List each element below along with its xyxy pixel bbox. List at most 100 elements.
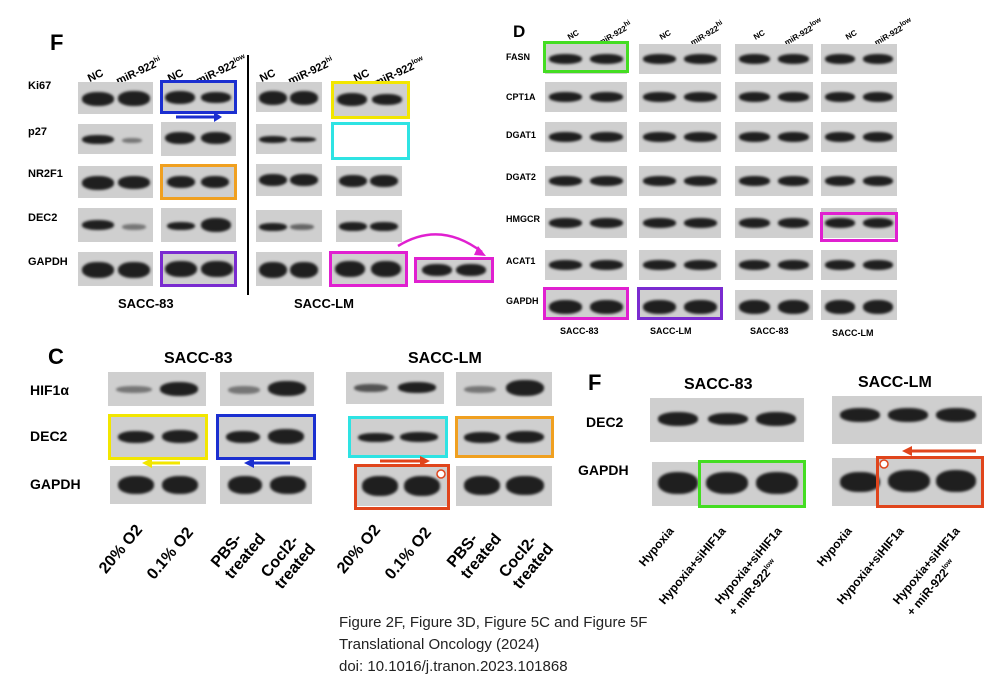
- c-blot-gapdh-3: [356, 466, 448, 506]
- d-band: [739, 176, 770, 186]
- blot-gapdh-lm: [256, 252, 322, 286]
- d-row-hmgcr: HMGCR: [506, 214, 540, 224]
- f2-highlight-green: [698, 460, 806, 508]
- c-blot-gapdh-2: [220, 466, 312, 504]
- d-band: [643, 260, 676, 270]
- c-cond-20o2-lm: 20% O2: [334, 521, 385, 577]
- d-band: [825, 218, 855, 228]
- f2-row-gapdh: GAPDH: [578, 462, 629, 478]
- highlight-box-magenta-copy: [414, 257, 494, 283]
- d-highlight-magenta: [543, 287, 629, 320]
- d-band: [739, 218, 770, 228]
- d-group-3: SACC-83: [750, 326, 789, 336]
- c-arrow-blue-head: [244, 458, 254, 468]
- c-cond-pbs-lm: PBS- treated: [444, 530, 506, 583]
- d-band: [590, 132, 623, 142]
- row-label-gapdh: GAPDH: [28, 256, 68, 268]
- d-highlight-purple: [637, 287, 723, 320]
- d-row-fasn: FASN: [506, 52, 531, 62]
- highlight-box-orange: [160, 164, 237, 200]
- f2-title-sacc83: SACC-83: [684, 376, 753, 393]
- d-band: [778, 300, 809, 314]
- f2-highlight-red: [876, 456, 984, 508]
- f2-cond-mir: Hypoxia+siHIF1a + miR-922low: [712, 524, 785, 619]
- d-band: [684, 300, 717, 314]
- d-row-dgat1: DGAT1: [506, 130, 536, 140]
- caption-line-1: Figure 2F, Figure 3D, Figure 5C and Figu…: [339, 614, 648, 631]
- blot-ki67-83: [78, 82, 153, 114]
- f2-cond-mir-lm: Hypoxia+siHIF1a + miR-922low: [890, 524, 963, 619]
- d-highlight-green: [543, 41, 629, 73]
- blot-p27-lm: [256, 124, 322, 154]
- c-blot-hif-1: [108, 372, 206, 406]
- d-band: [863, 54, 893, 64]
- d-band: [684, 92, 717, 102]
- row-label-nr2f1: NR2F1: [28, 168, 63, 180]
- c-circle-marker: [436, 469, 446, 479]
- d-band: [863, 176, 893, 186]
- f2-blot-dec2-83: [650, 398, 804, 442]
- panel-letter-d: D: [513, 22, 526, 41]
- d-band: [643, 300, 676, 314]
- arrow-overlay-f: [176, 112, 486, 256]
- c-row-hif1a: HIF1α: [30, 382, 69, 398]
- d-band: [778, 176, 809, 186]
- d-band: [778, 54, 809, 64]
- d-band: [590, 92, 623, 102]
- c-blot-dec2-3: [350, 418, 446, 456]
- blot-dec2-83b: [161, 208, 236, 242]
- d-band: [590, 54, 623, 64]
- c-highlight-red: [354, 464, 450, 510]
- panel-letter-c: C: [48, 344, 64, 369]
- blot-gapdh-copy: [416, 259, 492, 281]
- row-label-dec2: DEC2: [28, 212, 58, 224]
- arrow-magenta-head: [474, 246, 486, 256]
- c-arrow-overlay: [142, 456, 446, 479]
- d-band: [739, 260, 770, 270]
- d-band: [590, 176, 623, 186]
- d-band: [778, 92, 809, 102]
- d-band: [549, 218, 582, 228]
- d-group-2: SACC-LM: [650, 326, 692, 336]
- arrow-blue-head: [214, 112, 222, 122]
- d-blot: [639, 166, 721, 196]
- d-blot: [639, 122, 721, 152]
- f2-arrow-overlay: [879, 446, 976, 469]
- blot-ki67-lm: [256, 82, 322, 112]
- blot-p27-83b: [161, 122, 236, 156]
- d-band: [825, 300, 855, 314]
- d-band: [825, 132, 855, 142]
- blot-dec2-lmb: [336, 210, 402, 242]
- f2-arrow-red-head: [902, 446, 912, 456]
- blot-dec2-lm: [256, 210, 322, 242]
- c-highlight-cyan: [348, 416, 448, 458]
- d-band: [549, 132, 582, 142]
- d-blot: [545, 250, 627, 280]
- d-blot: [821, 166, 897, 196]
- blot-nr2f1-83: [78, 166, 153, 198]
- d-band: [778, 132, 809, 142]
- c-highlight-blue: [216, 414, 316, 460]
- c-arrow-yellow-head: [142, 458, 152, 468]
- d-row-acat1: ACAT1: [506, 256, 536, 266]
- d-blot: [735, 82, 813, 112]
- c-title-sacc83: SACC-83: [164, 350, 233, 367]
- f2-cond-hypoxia: Hypoxia: [636, 524, 677, 569]
- d-group-4: SACC-LM: [832, 328, 874, 338]
- d-blot: [735, 122, 813, 152]
- c-blot-dec2-4: [456, 418, 552, 456]
- d-band: [863, 300, 893, 314]
- f2-blot-gapdh-lm: [832, 458, 982, 506]
- d-band: [863, 218, 893, 228]
- d-band: [549, 92, 582, 102]
- d-band: [778, 260, 809, 270]
- f2-blot-gapdh-83: [652, 462, 804, 506]
- d-band: [825, 54, 855, 64]
- d-blot: [821, 122, 897, 152]
- c-blot-hif-2: [220, 372, 314, 406]
- highlight-box-magenta: [329, 251, 408, 287]
- highlight-box-purple: [160, 251, 237, 287]
- f2-row-dec2: DEC2: [586, 414, 624, 430]
- c-cond-01o2-lm: 0.1% O2: [382, 524, 436, 583]
- highlight-box-blue: [160, 80, 237, 114]
